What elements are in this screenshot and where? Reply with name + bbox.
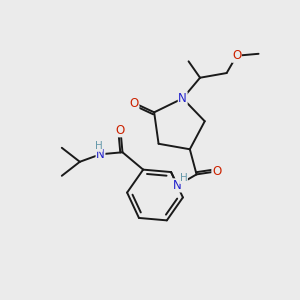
Text: N: N — [178, 92, 187, 105]
Text: N: N — [96, 148, 105, 161]
Text: O: O — [232, 49, 241, 62]
Text: N: N — [173, 179, 182, 192]
Text: O: O — [116, 124, 125, 137]
Text: O: O — [130, 97, 139, 110]
Text: O: O — [212, 165, 221, 178]
Text: H: H — [94, 141, 102, 151]
Text: H: H — [180, 173, 188, 183]
